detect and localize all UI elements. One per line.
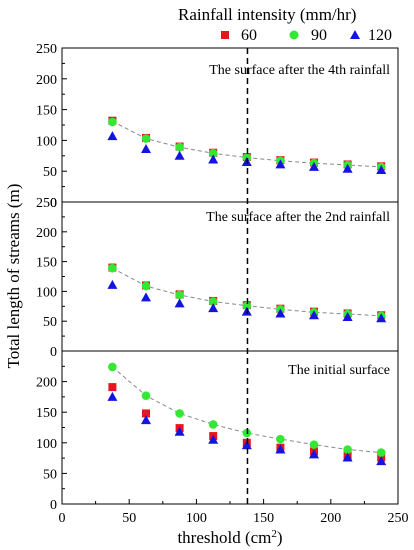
- point-120-panel-0: [376, 164, 387, 174]
- point-90-panel-0: [175, 142, 184, 152]
- point-120-panel-0: [275, 159, 286, 169]
- point-120-panel-0: [141, 144, 151, 154]
- point-120-panel-1: [376, 313, 387, 323]
- legend-title: Rainfall intensity (mm/hr): [178, 5, 356, 24]
- legend: Rainfall intensity (mm/hr) 60 90 120: [178, 5, 392, 44]
- point-90-panel-2: [376, 448, 386, 457]
- y-tick-label-1-200: 200: [36, 226, 57, 241]
- point-120-panel-2: [107, 391, 118, 401]
- y-tick-label-0-100: 100: [36, 134, 57, 149]
- y-tick-label-2-150: 150: [36, 406, 57, 421]
- y-tick-label-2-50: 50: [43, 467, 57, 482]
- y-tick-label-1-250: 250: [36, 196, 57, 211]
- point-90-panel-0: [108, 117, 117, 127]
- point-120-panel-2: [174, 426, 185, 436]
- y-tick-label-1-150: 150: [36, 256, 57, 271]
- point-120-panel-2: [342, 452, 353, 462]
- panel-title-middle: The surface after the 2nd rainfall: [206, 210, 390, 225]
- panel-title-bottom: The initial surface: [288, 363, 390, 378]
- plot-frame: [61, 47, 399, 505]
- legend-marker-90: [289, 30, 299, 40]
- point-90-panel-2: [208, 420, 218, 429]
- axis-ticks: 0 50 100 150 200 2500501001502002500501001502…: [36, 42, 409, 526]
- point-120-panel-0: [342, 163, 353, 173]
- point-90-panel-1: [242, 301, 252, 311]
- point-90-panel-2: [343, 445, 352, 454]
- x-tick-label-50: 50: [122, 511, 136, 526]
- point-90-panel-2: [175, 409, 184, 418]
- y-tick-label-1-100: 100: [36, 285, 57, 300]
- point-90-panel-0: [141, 134, 151, 143]
- point-120-panel-2: [241, 440, 252, 450]
- point-90-panel-2: [141, 391, 151, 400]
- point-90-panel-0: [208, 149, 218, 158]
- point-120-panel-1: [107, 279, 118, 289]
- point-120-panel-1: [208, 303, 219, 313]
- y-tick-label-0-50: 50: [43, 165, 57, 180]
- point-120-panel-2: [376, 456, 387, 466]
- point-120-panel-1: [342, 312, 353, 322]
- point-120-panel-0: [174, 150, 185, 160]
- legend-label-60: 60: [241, 27, 257, 44]
- x-axis-title-sup: 2: [271, 528, 277, 540]
- x-axis-title: threshold (cm2): [177, 528, 282, 547]
- point-120-panel-2: [309, 449, 319, 459]
- legend-marker-60: [221, 31, 229, 39]
- data-marks: [107, 48, 387, 504]
- point-60-panel-2: [142, 409, 150, 418]
- point-90-panel-2: [276, 434, 285, 444]
- point-90-panel-1: [141, 281, 151, 291]
- point-120-panel-1: [309, 310, 319, 320]
- fit-curve-panel-2: [112, 366, 382, 454]
- x-axis-title-main: threshold (cm: [177, 528, 271, 547]
- y-tick-label-2-0: 0: [50, 498, 57, 513]
- legend-label-120: 120: [368, 27, 392, 44]
- point-120-panel-0: [107, 131, 118, 141]
- point-120-panel-0: [208, 154, 219, 164]
- point-120-panel-0: [309, 161, 319, 171]
- point-120-panel-2: [208, 434, 219, 444]
- panel-title-top: The surface after the 4th rainfall: [209, 63, 390, 78]
- point-120-panel-1: [275, 308, 286, 318]
- point-120-panel-2: [141, 415, 151, 425]
- y-axis-title: Total length of streams (m): [4, 184, 23, 369]
- point-90-panel-2: [108, 362, 117, 372]
- y-tick-label-0-0: 0: [50, 196, 57, 211]
- x-axis-title-close: ): [277, 528, 283, 547]
- legend-label-90: 90: [311, 27, 327, 44]
- point-90-panel-1: [108, 263, 117, 273]
- point-60-panel-2: [108, 383, 117, 392]
- x-tick-label-250: 250: [388, 511, 409, 526]
- x-tick-label-0: 0: [59, 511, 66, 526]
- x-tick-label-150: 150: [253, 511, 274, 526]
- x-tick-label-200: 200: [320, 511, 341, 526]
- point-120-panel-1: [174, 298, 185, 308]
- y-tick-label-1-0: 0: [50, 345, 57, 360]
- point-90-panel-2: [309, 440, 319, 449]
- point-90-panel-1: [208, 297, 218, 306]
- plot-area: [61, 47, 399, 505]
- y-tick-label-0-150: 150: [36, 104, 57, 119]
- x-tick-label-100: 100: [186, 511, 207, 526]
- point-120-panel-1: [141, 292, 151, 302]
- legend-marker-120: [350, 30, 360, 39]
- y-tick-label-2-100: 100: [36, 437, 57, 452]
- point-90-panel-1: [175, 290, 184, 300]
- y-tick-label-2-200: 200: [36, 376, 57, 391]
- y-tick-label-0-250: 250: [36, 42, 57, 57]
- point-120-panel-2: [275, 444, 286, 454]
- y-tick-label-1-50: 50: [43, 315, 57, 330]
- y-tick-label-0-200: 200: [36, 73, 57, 88]
